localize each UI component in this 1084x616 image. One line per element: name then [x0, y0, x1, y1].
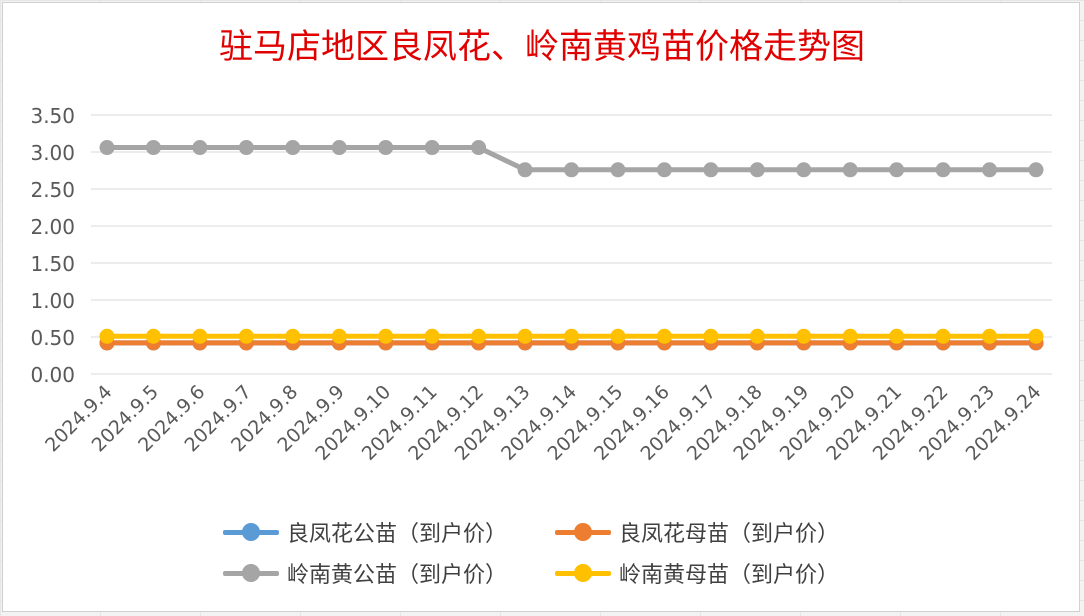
data-point [285, 328, 301, 344]
data-point [238, 140, 254, 156]
y-tick-label: 2.50 [30, 178, 75, 202]
data-point [796, 328, 812, 344]
data-point [285, 140, 301, 156]
data-point [610, 162, 626, 178]
y-tick-label: 3.00 [30, 141, 75, 165]
data-point [703, 162, 719, 178]
legend-item: 良凤花母苗（到户价） [555, 515, 839, 549]
data-point [424, 328, 440, 344]
data-point [99, 328, 115, 344]
legend-item: 岭南黄公苗（到户价） [223, 556, 507, 590]
data-point [703, 328, 719, 344]
data-point [331, 328, 347, 344]
data-point [99, 140, 115, 156]
data-point [145, 140, 161, 156]
data-point [471, 140, 487, 156]
legend-label: 岭南黄公苗（到户价） [287, 563, 508, 588]
data-point [1028, 162, 1044, 178]
legend-label: 良凤花母苗（到户价） [619, 522, 840, 547]
data-point [238, 328, 254, 344]
legend-item: 岭南黄母苗（到户价） [555, 556, 839, 590]
data-point [517, 162, 533, 178]
data-point [378, 328, 394, 344]
data-point [796, 162, 812, 178]
legend-label: 良凤花公苗（到户价） [287, 522, 508, 547]
legend-line-marker-icon [223, 522, 279, 542]
legend-line-marker-icon [555, 563, 611, 583]
legend-item: 良凤花公苗（到户价） [223, 515, 507, 549]
y-tick-label: 1.00 [30, 289, 75, 313]
data-point [656, 162, 672, 178]
data-point [889, 328, 905, 344]
y-tick-label: 0.50 [30, 326, 75, 350]
legend-dot [242, 523, 260, 541]
y-tick-label: 2.00 [30, 215, 75, 239]
data-point [749, 328, 765, 344]
data-point [192, 140, 208, 156]
data-point [378, 140, 394, 156]
data-point [842, 162, 858, 178]
data-point [656, 328, 672, 344]
legend-line-marker-icon [555, 522, 611, 542]
data-point [749, 162, 765, 178]
legend-dot [242, 564, 260, 582]
plot-area: 0.000.501.001.502.002.503.003.502024.9.4… [30, 104, 1052, 465]
data-point [1028, 328, 1044, 344]
data-point [935, 328, 951, 344]
legend-dot [574, 523, 592, 541]
data-point [564, 162, 579, 178]
data-point [564, 328, 579, 344]
data-point [610, 328, 626, 344]
data-point [889, 162, 905, 178]
data-point [982, 162, 998, 178]
data-point [424, 140, 440, 156]
data-point [471, 328, 487, 344]
y-tick-label: 3.50 [30, 104, 75, 128]
data-point [331, 140, 347, 156]
data-point [935, 162, 951, 178]
data-point [982, 328, 998, 344]
legend-dot [574, 564, 592, 582]
data-point [517, 328, 533, 344]
legend: 良凤花公苗（到户价） 良凤花母苗（到户价） 岭南黄公苗（到户价） 岭南黄母苗（到… [223, 515, 923, 595]
data-point [145, 328, 161, 344]
y-tick-label: 0.00 [30, 363, 75, 387]
data-point [192, 328, 208, 344]
legend-label: 岭南黄母苗（到户价） [619, 563, 840, 588]
data-point [842, 328, 858, 344]
legend-line-marker-icon [223, 563, 279, 583]
y-tick-label: 1.50 [30, 252, 75, 276]
chart-title: 驻马店地区良凤花、岭南黄鸡苗价格走势图 [219, 27, 865, 67]
